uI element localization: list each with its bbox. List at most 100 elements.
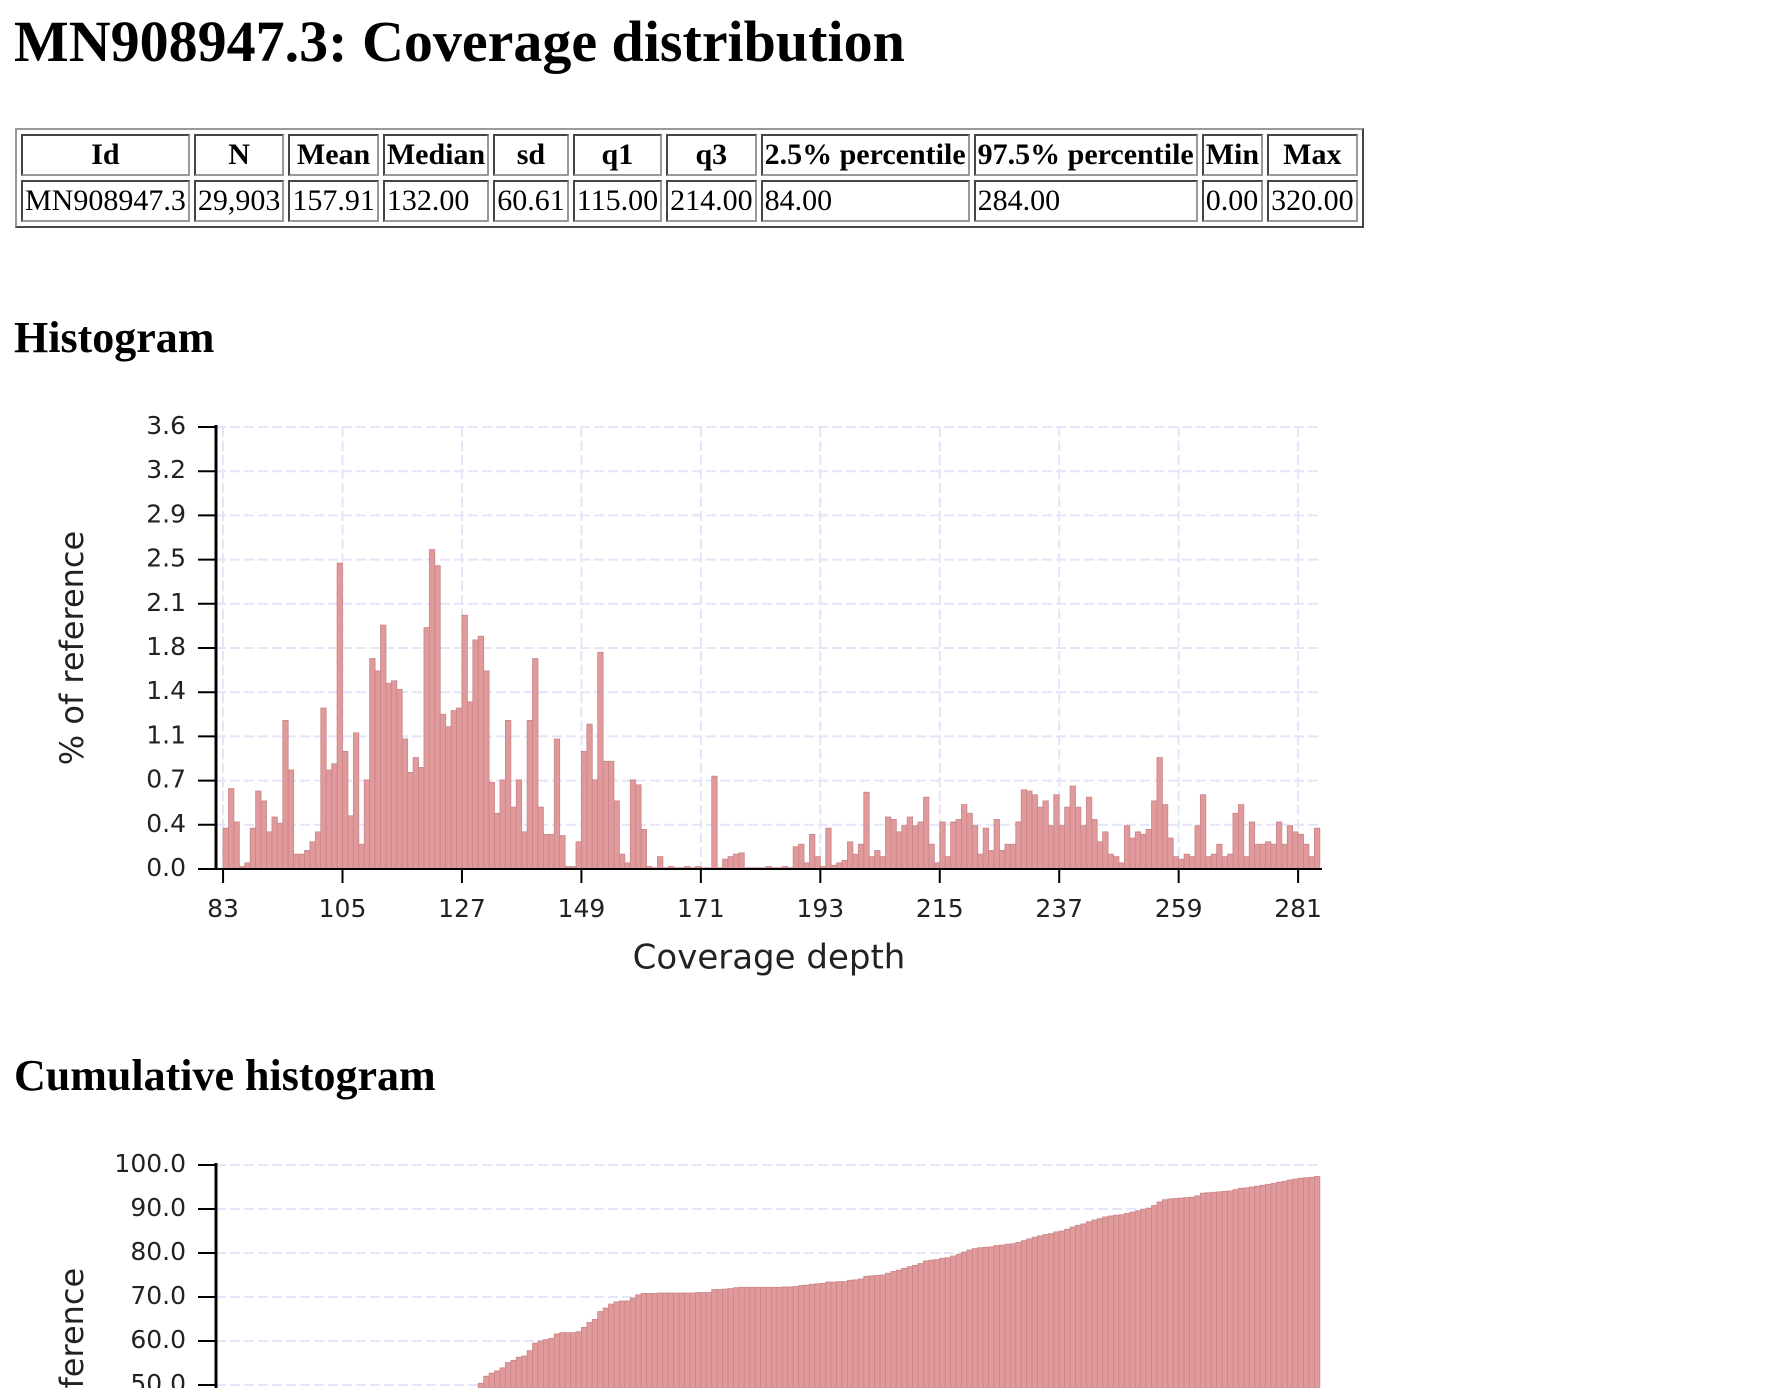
bar (760, 1286, 767, 1388)
bar (488, 1372, 495, 1388)
y-tick-label: 3.2 (146, 455, 186, 484)
bar (961, 1251, 968, 1388)
bar (684, 1292, 691, 1388)
bar (298, 853, 305, 870)
bar (1069, 1226, 1076, 1388)
bar (689, 1292, 696, 1388)
bar (1123, 825, 1131, 870)
bar (950, 821, 957, 870)
bar (895, 1269, 903, 1388)
bar (342, 750, 349, 870)
bar (879, 856, 886, 870)
bar (591, 1319, 599, 1388)
bar (309, 841, 316, 870)
bar (711, 775, 718, 870)
bar (1151, 800, 1158, 870)
bar (271, 816, 278, 870)
bar (1178, 858, 1185, 870)
bar (228, 788, 235, 870)
bar (635, 1294, 642, 1388)
header-cell: q3 (666, 134, 757, 176)
bar (591, 779, 599, 870)
table-cell: MN908947.3 (21, 180, 190, 222)
bar (358, 843, 365, 870)
header-cell: sd (493, 134, 569, 176)
bar (1167, 1198, 1174, 1388)
header-cell: 97.5% percentile (973, 134, 1198, 176)
bar (1275, 1181, 1283, 1388)
table-cell: 284.00 (973, 180, 1198, 222)
table-cell: 157.91 (288, 180, 379, 222)
header-cell: 2.5% percentile (760, 134, 970, 176)
bar (608, 1303, 615, 1388)
bar (499, 1367, 506, 1388)
bar (619, 1300, 626, 1388)
y-tick-label: 1.4 (146, 676, 186, 705)
bar (847, 1279, 854, 1388)
bar (1123, 1213, 1131, 1388)
bar (1009, 1243, 1017, 1388)
bar (1037, 806, 1044, 870)
bar (1286, 825, 1294, 870)
bar (928, 843, 935, 870)
bar (640, 1293, 647, 1388)
bar (472, 639, 479, 870)
table-cell: 320.00 (1267, 180, 1358, 222)
bar (1058, 1230, 1066, 1388)
bar (1091, 1219, 1098, 1388)
table-cell: 29,903 (193, 180, 285, 222)
bar (1237, 804, 1245, 870)
y-tick-label: 0.7 (146, 765, 186, 794)
bar (798, 843, 805, 870)
bar (857, 843, 865, 870)
bar (852, 853, 859, 870)
bar (1042, 800, 1049, 870)
bar (314, 831, 322, 870)
bar (1015, 1242, 1022, 1388)
bar (695, 1292, 702, 1388)
bar (874, 1275, 881, 1388)
bar (266, 831, 273, 870)
bar (1248, 821, 1256, 870)
header-row: Id N Mean Median sd q1 q3 2.5% percentile 97.5% … (21, 134, 1358, 176)
bar (809, 833, 816, 870)
bar (993, 1245, 1000, 1388)
bar (977, 1247, 984, 1388)
bar (1189, 856, 1196, 870)
bar (504, 720, 512, 870)
bar (982, 1246, 990, 1388)
bar (1161, 1199, 1169, 1388)
bar (249, 827, 257, 870)
section-title: Cumulative histogram (14, 1051, 436, 1100)
bar (515, 1356, 523, 1388)
bar (711, 1289, 718, 1388)
bar (1085, 796, 1093, 870)
table-cell: 132.00 (382, 180, 490, 222)
bar (1047, 1233, 1055, 1388)
bar (548, 833, 555, 870)
bar (738, 1286, 745, 1388)
bar (657, 1292, 664, 1388)
bar (1254, 843, 1261, 870)
x-tick-label: 259 (1155, 894, 1203, 923)
y-tick-label: 80.0 (130, 1237, 186, 1266)
bar (971, 1248, 979, 1388)
bar (841, 1281, 848, 1388)
bar (483, 1375, 490, 1388)
y-tick-label: 3.6 (146, 411, 186, 440)
bar (754, 1286, 761, 1388)
bar (439, 713, 447, 870)
bar (1167, 837, 1174, 870)
bar (988, 1246, 995, 1388)
bar (727, 856, 734, 870)
x-tick-label: 281 (1274, 894, 1322, 923)
bar (1031, 1236, 1038, 1388)
bar (619, 853, 626, 870)
y-tick-label: 1.8 (146, 632, 186, 661)
bar (727, 1288, 734, 1388)
bar (510, 806, 517, 870)
bar (1221, 1191, 1228, 1388)
bar (1199, 794, 1207, 870)
bar (553, 738, 561, 870)
